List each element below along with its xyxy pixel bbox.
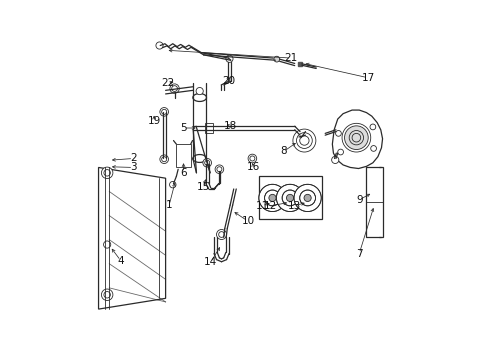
Circle shape (273, 56, 279, 62)
Text: 9: 9 (355, 195, 362, 205)
Text: 22: 22 (161, 78, 174, 88)
Bar (204, 123, 212, 133)
Circle shape (369, 124, 375, 130)
Polygon shape (297, 62, 301, 66)
Text: 12: 12 (264, 201, 277, 211)
Bar (366, 167, 382, 237)
Text: 2: 2 (130, 153, 136, 163)
Bar (258, 176, 321, 220)
Circle shape (103, 241, 110, 248)
Text: 6: 6 (180, 168, 186, 178)
Circle shape (169, 84, 179, 93)
Text: 10: 10 (241, 216, 254, 226)
Text: 21: 21 (284, 53, 297, 63)
Text: 15: 15 (196, 182, 209, 192)
Bar (176, 144, 190, 167)
Circle shape (156, 42, 163, 49)
Circle shape (293, 184, 321, 212)
Circle shape (101, 289, 113, 301)
Text: 11: 11 (255, 201, 268, 211)
Text: 5: 5 (180, 123, 186, 133)
Circle shape (286, 194, 293, 202)
Text: 4: 4 (117, 256, 124, 266)
Text: 7: 7 (355, 248, 362, 258)
Circle shape (247, 154, 256, 163)
Circle shape (331, 156, 338, 163)
Text: 8: 8 (280, 146, 286, 156)
Text: 19: 19 (147, 116, 161, 126)
Circle shape (268, 194, 276, 202)
Circle shape (304, 194, 310, 202)
Circle shape (169, 181, 176, 188)
Text: 16: 16 (246, 162, 260, 172)
Circle shape (299, 190, 315, 206)
Text: 1: 1 (165, 200, 172, 210)
Circle shape (292, 129, 315, 152)
Circle shape (160, 108, 168, 116)
Circle shape (344, 126, 367, 149)
Circle shape (276, 184, 303, 212)
Circle shape (196, 87, 203, 95)
Text: 13: 13 (287, 201, 300, 211)
Circle shape (335, 131, 341, 136)
Circle shape (337, 149, 343, 155)
Circle shape (296, 133, 312, 148)
Circle shape (225, 55, 233, 62)
Circle shape (282, 190, 297, 206)
Text: 18: 18 (223, 121, 236, 131)
Text: 14: 14 (203, 257, 217, 267)
Text: 17: 17 (361, 73, 374, 83)
Circle shape (101, 167, 113, 179)
Circle shape (216, 229, 226, 239)
Circle shape (258, 184, 285, 212)
Circle shape (160, 155, 168, 163)
Circle shape (203, 158, 211, 167)
Circle shape (264, 190, 280, 206)
Circle shape (215, 165, 223, 174)
Text: 20: 20 (222, 76, 234, 86)
Text: 3: 3 (130, 162, 136, 172)
Circle shape (341, 123, 370, 152)
Circle shape (370, 145, 376, 151)
